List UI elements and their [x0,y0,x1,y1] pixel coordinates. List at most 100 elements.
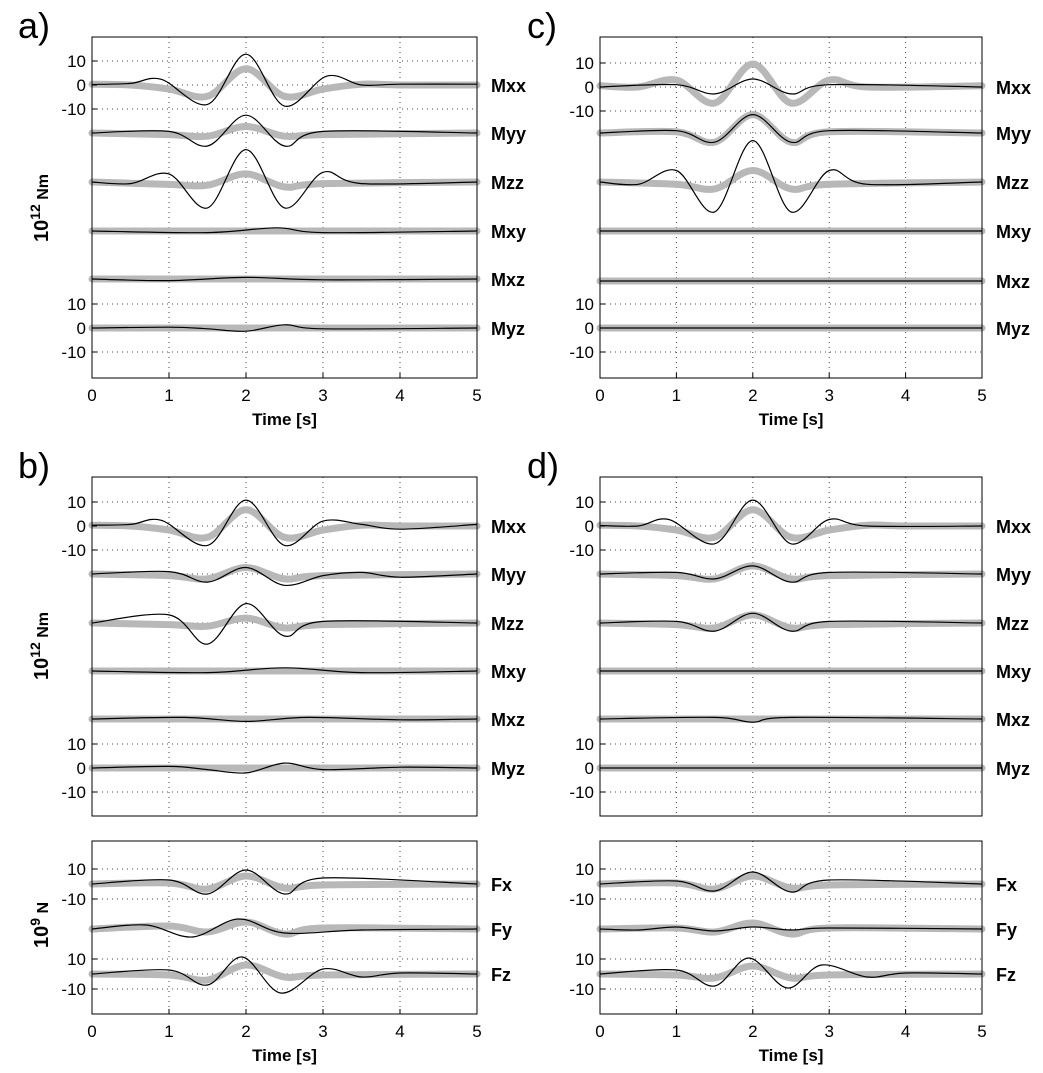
panel-c-xtick-label: 4 [901,386,910,405]
panel-d-forces-ytick-label: -10 [569,980,594,999]
panel-b-forces-trace-label-fz: Fz [491,965,511,985]
panel-b-forces-ytick-label: 10 [67,950,86,969]
panel-b-forces-trace-fy-inverted [91,918,478,938]
panel-d-forces-trace-fz-synthetic [596,962,986,982]
panel-d-moments-trace-myy-inverted [599,565,983,583]
panel-c-moments-trace-label-mxx: Mxx [996,78,1031,98]
panel-c-moments-ytick-label: -10 [569,102,594,121]
panel-d-moments-trace-mxx-synthetic [596,506,986,542]
panel-c-xtick-label: 5 [977,386,986,405]
panel-c: c) Mxx Myy Mzz Mxy Mxz Myz 10 0 -10 10 0 -10 0 1 2 3 4 5 Ti… [527,5,1031,429]
panel-d-forces-frame [599,840,983,1015]
panel-b-moments-ytick-label: 0 [77,517,86,536]
panel-d-moments-ytick-label: 0 [585,517,594,536]
panel-a-xlabel: Time [s] [252,410,317,429]
panel-b-forces-ylabel-exponent: 9 [27,918,43,926]
panel-c-moments-trace-mxx-synthetic [596,60,986,107]
panel-d-forces-grid [600,841,982,1014]
panel-d-moments-ytick-label: 10 [575,493,594,512]
panel-a-moments-trace-label-mxy: Mxy [491,222,526,242]
panel-b-forces-xtick-label: 0 [87,1022,96,1041]
panel-b-forces-trace-label-fx: Fx [491,875,512,895]
panel-a-moments-trace-label-myz: Myz [491,319,525,339]
panel-d-forces-trace-fx-synthetic [596,872,986,893]
panel-b-forces-trace-fz-synthetic [88,961,481,984]
panel-d-moments-frame [599,476,983,817]
panel-d-forces-xtick-label: 1 [672,1022,681,1041]
panel-a-moments-trace-mxz-inverted [91,276,478,282]
panel-b-moments-trace-label-mxx: Mxx [491,517,526,537]
panel-d-forces-trace-fz-inverted [599,957,983,989]
panel-c-moments-ytick-label: 0 [585,319,594,338]
panel-b-moments-ylabel: 1012 Nm [27,612,53,680]
panel-a-moments-ytick-label: 0 [77,76,86,95]
panel-d-moments-trace-mxz-inverted [599,716,983,723]
panel-d-moments-ytick-label: -10 [569,783,594,802]
panel-a-moments-ytick-label: 10 [67,52,86,71]
panel-b-forces-ytick-label: -10 [61,980,86,999]
panel-a-moments-frame [91,36,478,379]
panel-b-moments-trace-label-mxz: Mxz [491,710,525,730]
panel-b-moments-ylabel-exponent: 12 [27,642,43,658]
panel-d-forces-ytick-label: 10 [575,950,594,969]
panel-b-moments-trace-mzz-synthetic [88,614,481,632]
panel-d-forces-xtick-label: 3 [824,1022,833,1041]
panel-d: d)MxxMyyMzzMxyMxzMyz100-10100-10FxFyFz10… [527,445,1031,1065]
panel-b-forces-xtick-label: 3 [318,1022,327,1041]
panel-c-moments-frame [599,36,983,379]
panel-d-moments-trace-label-myz: Myz [996,759,1030,779]
panel-d-forces-trace-label-fz: Fz [996,965,1016,985]
panel-c-moments-trace-label-myz: Myz [996,319,1030,339]
panel-c-xtick-label: 2 [748,386,757,405]
panel-b-moments-trace-label-mxy: Mxy [491,662,526,682]
panel-c-moments-trace-mzz-synthetic [596,167,986,193]
panel-c-moments-trace-label-mzz: Mzz [996,173,1029,193]
panel-b-moments-trace-mxz-inverted [91,716,478,723]
panel-b-moments-frame [91,476,478,817]
panel-b-moments-trace-mxx-synthetic [88,506,481,542]
panel-d-forces-trace-label-fx: Fx [996,875,1017,895]
panel-c-xtick-label: 1 [672,386,681,405]
panel-b-forces-ytick-label: -10 [61,890,86,909]
panel-a-moments-ytick-label: 10 [67,295,86,314]
panel-b-label: b) [18,445,50,486]
panel-b-moments-trace-mxy-inverted [91,667,478,674]
panel-c-xtick-label: 3 [824,386,833,405]
panel-b-moments-trace-mxx-inverted [91,499,478,547]
panel-b-moments-ytick-label: -10 [61,541,86,560]
panel-a-moments-trace-label-myy: Myy [491,124,526,144]
panel-a-moments-trace-myz-inverted [91,324,478,332]
panel-d-forces-xtick-label: 5 [977,1022,986,1041]
panel-a-moments-ylabel-unit: Nm [35,174,52,204]
panel-c-moments-trace-mxx-inverted [599,78,983,95]
panel-a-xtick-label: 5 [472,386,481,405]
panel-d-moments-trace-label-mxx: Mxx [996,517,1031,537]
panel-a-moments-trace-label-mxx: Mxx [491,76,526,96]
panel-a-moments-trace-mzz-inverted [91,148,478,209]
panel-b-moments-ytick-label: 10 [67,493,86,512]
panel-a-moments-trace-mxx-synthetic [88,65,481,101]
panel-b-forces-xtick-label: 4 [395,1022,404,1041]
panel-a-moments-ylabel-base: 10 [31,220,53,242]
panel-b-moments-ytick-label: 10 [67,735,86,754]
panel-d-forces-xtick-label: 4 [901,1022,910,1041]
panel-c-moments-trace-myy-synthetic [596,111,986,147]
panel-d-forces-xlabel: Time [s] [759,1046,824,1065]
panel-d-moments-trace-label-mxy: Mxy [996,662,1031,682]
panel-b-forces-trace-label-fy: Fy [491,920,512,940]
panel-a-moments-trace-label-mzz: Mzz [491,173,524,193]
panel-b-moments-trace-myy-inverted [91,566,478,586]
panel-b-moments-trace-label-myy: Myy [491,565,526,585]
panel-d-forces-ytick-label: 10 [575,860,594,879]
panel-b-forces-xlabel: Time [s] [252,1046,317,1065]
panel-a-moments-ylabel: 1012 Nm [27,174,53,242]
panel-d-forces-trace-fx-inverted [599,871,983,893]
panel-a-moments-trace-mxy-inverted [91,227,478,234]
panel-d-moments-ytick-label: 10 [575,735,594,754]
panel-c-xlabel: Time [s] [759,410,824,429]
panel-a-xtick-label: 4 [395,386,404,405]
panel-a-moments-ytick-label: -10 [61,343,86,362]
